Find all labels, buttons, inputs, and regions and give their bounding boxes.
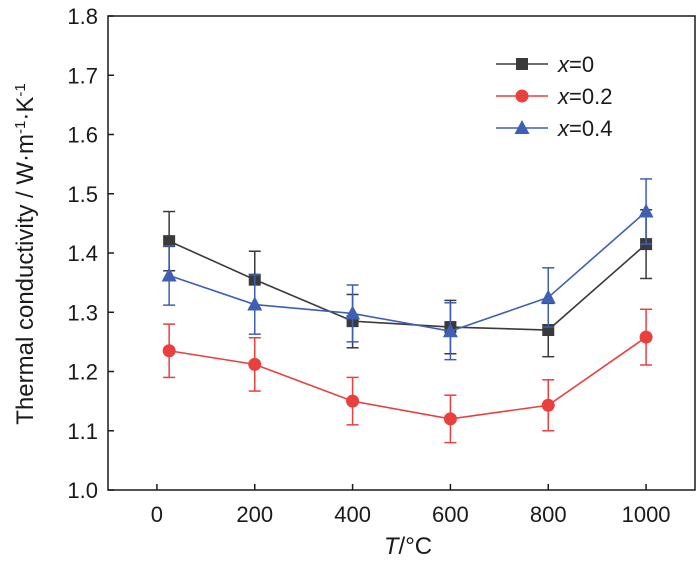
data-point	[162, 344, 176, 358]
data-point	[247, 296, 263, 311]
y-tick-label: 1.8	[67, 4, 98, 29]
data-point	[638, 203, 654, 218]
legend-label-val: =0.4	[569, 116, 612, 141]
y-axis-title-sup1: -1	[12, 121, 29, 134]
x-tick-label: 600	[432, 502, 469, 527]
series-line	[168, 240, 647, 331]
y-axis-title: Thermal conductivity / W·m-1·K-1	[12, 83, 40, 424]
y-axis-title-mid: ·K	[12, 97, 39, 121]
series-2	[161, 178, 654, 361]
y-tick-label: 1.6	[67, 123, 98, 148]
legend: x=0x=0.2x=0.4	[496, 52, 612, 141]
x-tick-label: 800	[530, 502, 567, 527]
x-axis-title: T/°C	[384, 533, 432, 560]
x-tick-label: 200	[236, 502, 273, 527]
y-axis-title-main: Thermal conductivity / W·m	[12, 134, 39, 425]
legend-item-0: x=0	[496, 52, 594, 77]
legend-label-var: x	[557, 84, 570, 109]
legend-label-var: x	[557, 52, 570, 77]
series-line	[169, 336, 647, 420]
data-point	[346, 394, 360, 408]
data-point	[540, 289, 556, 304]
legend-label: x=0	[557, 52, 594, 77]
legend-item-1: x=0.2	[496, 84, 612, 109]
series-0	[163, 208, 653, 358]
y-tick-label: 1.5	[67, 182, 98, 207]
y-tick-label: 1.2	[67, 360, 98, 385]
plot-area: 1.0 1.1 1.2 1.3 1.4 1.5 1.6 1.7 1.8 0 200 400 600 800…	[67, 4, 696, 527]
series-layer	[161, 178, 654, 444]
data-point	[248, 357, 262, 371]
data-point	[161, 267, 177, 282]
data-point	[442, 323, 458, 338]
data-point	[541, 398, 555, 412]
x-tick-label: 1000	[622, 502, 671, 527]
y-tick-label: 1.0	[67, 478, 98, 503]
legend-item-2: x=0.4	[496, 116, 612, 141]
x-tick-label: 400	[334, 502, 371, 527]
data-point	[443, 412, 457, 426]
legend-label-val: =0	[569, 52, 594, 77]
y-tick-label: 1.3	[67, 300, 98, 325]
legend-label: x=0.2	[557, 84, 612, 109]
x-axis-var: T	[384, 533, 401, 560]
y-tick-label: 1.4	[67, 241, 98, 266]
y-axis-title-sup2: -1	[12, 83, 29, 96]
data-point	[639, 330, 653, 344]
data-point	[345, 305, 361, 320]
series-1	[162, 308, 653, 444]
legend-marker	[514, 120, 530, 134]
legend-marker	[515, 89, 529, 103]
legend-label-val: =0.2	[569, 84, 612, 109]
data-point	[163, 235, 176, 248]
x-tick-label: 0	[151, 502, 163, 527]
series-line	[168, 210, 647, 333]
legend-label: x=0.4	[557, 116, 612, 141]
legend-label-var: x	[557, 116, 570, 141]
y-tick-label: 1.1	[67, 419, 98, 444]
y-tick-label: 1.7	[67, 63, 98, 88]
legend-marker	[516, 58, 528, 70]
x-axis-unit: /°C	[399, 533, 433, 560]
